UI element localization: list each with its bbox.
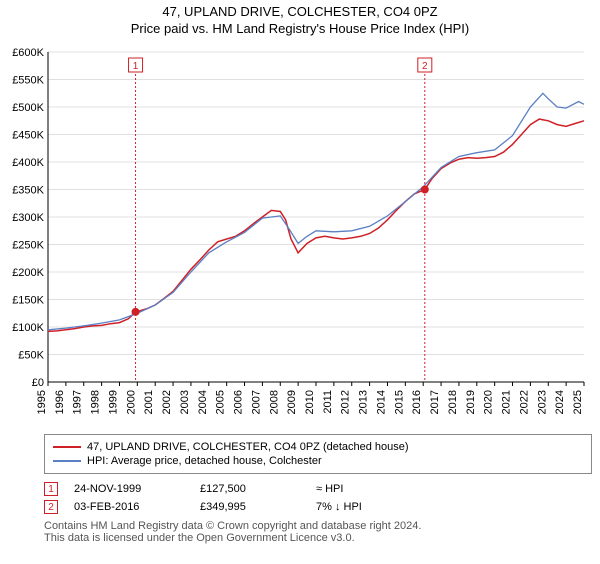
legend-swatch-1 [53,446,81,448]
sale-price: £349,995 [200,501,300,513]
svg-text:2013: 2013 [358,390,370,414]
sale-delta: ≈ HPI [316,483,343,495]
legend-label-1: 47, UPLAND DRIVE, COLCHESTER, CO4 0PZ (d… [87,441,409,453]
svg-text:£300K: £300K [12,212,44,224]
svg-text:£500K: £500K [12,102,44,114]
svg-text:£250K: £250K [12,240,44,252]
svg-text:2015: 2015 [393,390,405,414]
footer-line-2: This data is licensed under the Open Gov… [44,532,592,544]
svg-text:2001: 2001 [143,390,155,414]
svg-text:2003: 2003 [179,390,191,414]
legend: 47, UPLAND DRIVE, COLCHESTER, CO4 0PZ (d… [44,434,592,474]
svg-text:2004: 2004 [197,390,209,414]
sale-date: 24-NOV-1999 [74,483,184,495]
svg-text:£350K: £350K [12,185,44,197]
svg-text:£600K: £600K [12,47,44,59]
svg-text:£450K: £450K [12,130,44,142]
svg-text:1997: 1997 [72,390,84,414]
svg-text:1995: 1995 [36,390,48,414]
svg-text:2012: 2012 [340,390,352,414]
svg-text:1: 1 [133,61,139,72]
svg-text:2016: 2016 [411,390,423,414]
svg-text:1999: 1999 [107,390,119,414]
svg-text:2010: 2010 [304,390,316,414]
footer-line-1: Contains HM Land Registry data © Crown c… [44,520,592,532]
svg-text:2000: 2000 [125,390,137,414]
svg-text:£400K: £400K [12,157,44,169]
svg-text:2006: 2006 [233,390,245,414]
legend-swatch-2 [53,460,81,462]
svg-text:2019: 2019 [465,390,477,414]
sale-price: £127,500 [200,483,300,495]
table-row: 1 24-NOV-1999 £127,500 ≈ HPI [44,482,592,496]
svg-text:£550K: £550K [12,75,44,87]
svg-text:2008: 2008 [268,390,280,414]
svg-text:£0: £0 [32,377,44,389]
svg-text:2023: 2023 [536,390,548,414]
svg-text:2007: 2007 [250,390,262,414]
table-row: 2 03-FEB-2016 £349,995 7% ↓ HPI [44,500,592,514]
svg-text:2017: 2017 [429,390,441,414]
sales-table: 1 24-NOV-1999 £127,500 ≈ HPI 2 03-FEB-20… [44,482,592,514]
svg-text:1996: 1996 [54,390,66,414]
svg-text:£150K: £150K [12,295,44,307]
svg-text:2002: 2002 [161,390,173,414]
svg-text:2011: 2011 [322,390,334,414]
svg-text:2024: 2024 [554,390,566,414]
svg-text:2005: 2005 [215,390,227,414]
svg-text:2009: 2009 [286,390,298,414]
sale-date: 03-FEB-2016 [74,501,184,513]
svg-text:2014: 2014 [375,390,387,414]
svg-text:£200K: £200K [12,267,44,279]
svg-text:2: 2 [422,61,428,72]
svg-text:£50K: £50K [18,350,44,362]
svg-text:2025: 2025 [572,390,584,414]
sale-marker-2: 2 [44,500,58,514]
legend-label-2: HPI: Average price, detached house, Colc… [87,455,322,467]
svg-text:1998: 1998 [90,390,102,414]
svg-text:£100K: £100K [12,322,44,334]
svg-text:2018: 2018 [447,390,459,414]
svg-text:2021: 2021 [501,390,513,414]
price-chart: £0 £50K £100K £150K £200K £250K £300K £350K £400… [0,4,600,434]
sale-marker-1: 1 [44,482,58,496]
svg-text:2020: 2020 [483,390,495,414]
svg-text:2022: 2022 [518,390,530,414]
sale-delta: 7% ↓ HPI [316,501,362,513]
